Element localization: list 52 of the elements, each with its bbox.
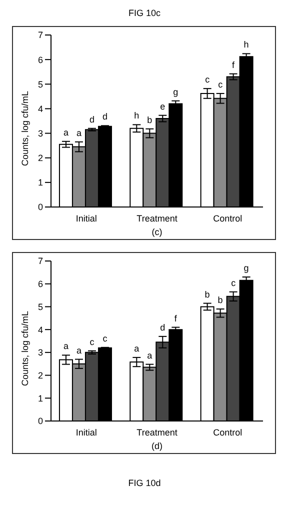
x-tick-label: Control <box>213 213 242 224</box>
y-axis-title: Counts, log cfu/mL <box>20 90 30 166</box>
data-label: c <box>231 278 236 288</box>
y-tick-label: 4 <box>38 324 43 335</box>
y-tick-label: 0 <box>38 202 43 212</box>
data-label: a <box>147 350 152 360</box>
x-tick-label: Treatment <box>136 213 178 224</box>
y-tick-label: 5 <box>38 302 43 312</box>
data-label: g <box>173 86 178 97</box>
y-tick-label: 4 <box>38 104 43 114</box>
y-axis-title: Counts, log cfu/mL <box>20 310 30 386</box>
y-tick-label: 7 <box>38 30 43 40</box>
data-label: a <box>134 343 140 354</box>
data-label: d <box>89 114 94 124</box>
data-label: h <box>134 110 140 121</box>
data-label: b <box>204 289 210 300</box>
data-label: f <box>232 60 236 70</box>
data-label: b <box>218 295 223 305</box>
data-label: c <box>90 336 95 347</box>
data-label: c <box>102 333 108 344</box>
x-tick-label: Control <box>213 427 242 438</box>
data-label: c <box>205 74 210 85</box>
y-tick-label: 7 <box>38 256 43 266</box>
data-label: d <box>102 112 108 122</box>
data-label: a <box>63 341 68 352</box>
chart-title: FIG 10c <box>127 8 162 18</box>
data-label: e <box>160 101 166 112</box>
y-tick-label: 2 <box>38 153 43 164</box>
y-tick-label: 0 <box>38 416 43 426</box>
y-tick-label: 6 <box>38 54 43 65</box>
y-tick-label: 1 <box>38 178 43 188</box>
x-axis-title: (d) <box>152 441 162 451</box>
caption: FIG 10d <box>127 478 162 488</box>
data-label: a <box>63 127 68 138</box>
data-label: g <box>244 263 249 273</box>
y-tick-label: 1 <box>38 393 43 404</box>
x-axis-title: (c) <box>152 227 162 237</box>
data-label: a <box>76 128 82 138</box>
x-tick-label: Initial <box>76 427 97 438</box>
y-tick-label: 3 <box>38 128 43 138</box>
data-label: b <box>147 114 152 125</box>
x-tick-label: Treatment <box>136 427 178 438</box>
data-label: f <box>174 313 178 324</box>
data-label: h <box>244 40 249 50</box>
data-label: c <box>218 79 224 90</box>
y-tick-label: 6 <box>38 279 43 290</box>
y-tick-label: 2 <box>38 370 43 380</box>
y-tick-label: 5 <box>38 79 43 90</box>
data-label: d <box>160 322 166 332</box>
y-tick-label: 3 <box>38 348 43 358</box>
data-label: a <box>76 345 82 356</box>
x-tick-label: Initial <box>76 213 97 224</box>
